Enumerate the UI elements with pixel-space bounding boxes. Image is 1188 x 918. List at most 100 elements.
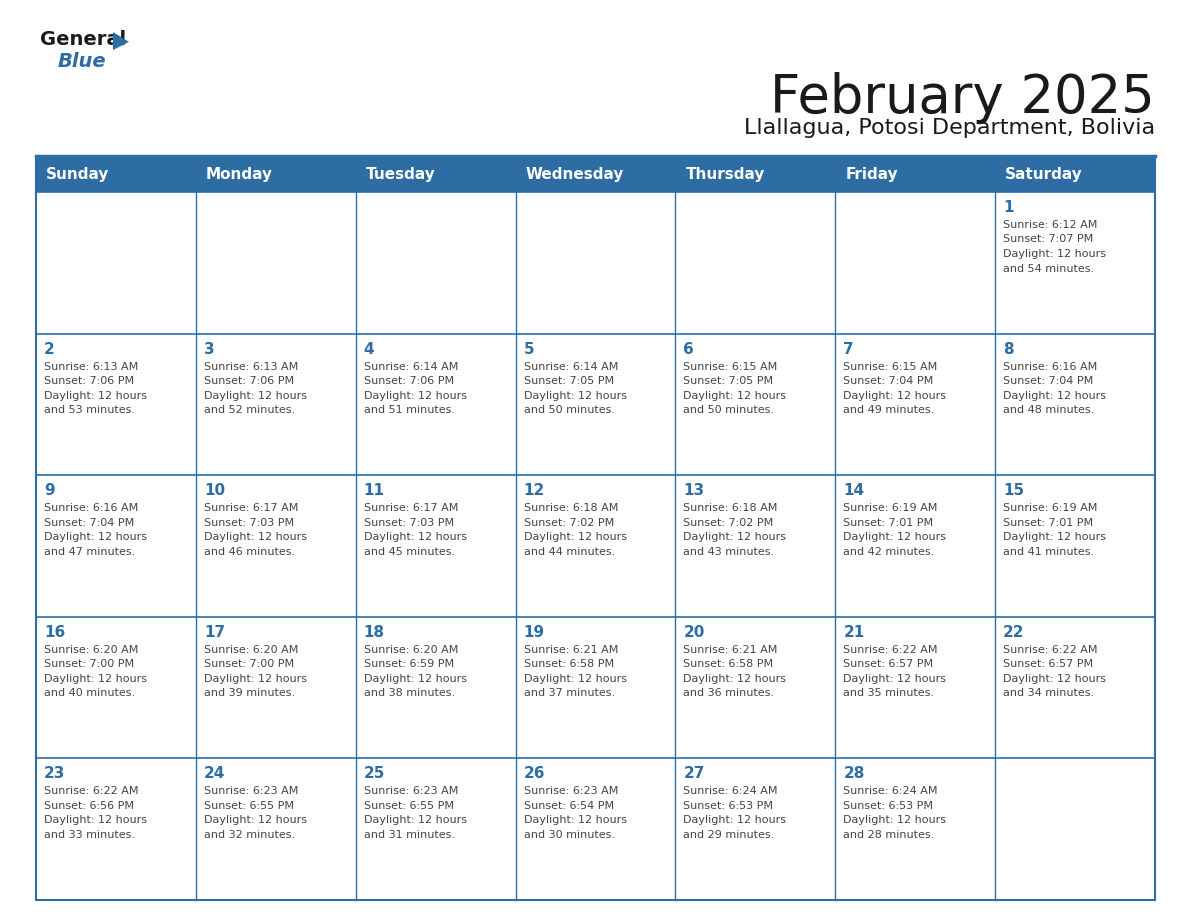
Text: Daylight: 12 hours: Daylight: 12 hours	[524, 674, 626, 684]
Text: Sunrise: 6:24 AM: Sunrise: 6:24 AM	[683, 787, 778, 797]
Text: Sunrise: 6:22 AM: Sunrise: 6:22 AM	[1003, 644, 1098, 655]
Text: Sunrise: 6:15 AM: Sunrise: 6:15 AM	[683, 362, 778, 372]
Text: Daylight: 12 hours: Daylight: 12 hours	[44, 532, 147, 543]
Text: and 53 minutes.: and 53 minutes.	[44, 405, 135, 415]
Text: Sunset: 7:06 PM: Sunset: 7:06 PM	[364, 376, 454, 386]
Text: Sunset: 7:05 PM: Sunset: 7:05 PM	[524, 376, 614, 386]
Text: Daylight: 12 hours: Daylight: 12 hours	[1003, 249, 1106, 259]
Text: 13: 13	[683, 483, 704, 498]
Text: 28: 28	[843, 767, 865, 781]
Text: Sunrise: 6:16 AM: Sunrise: 6:16 AM	[1003, 362, 1098, 372]
Text: Sunset: 7:03 PM: Sunset: 7:03 PM	[204, 518, 293, 528]
Bar	[676, 476, 835, 617]
Text: Daylight: 12 hours: Daylight: 12 hours	[44, 390, 147, 400]
Bar	[355, 617, 516, 758]
Text: Sunset: 6:53 PM: Sunset: 6:53 PM	[683, 800, 773, 811]
Text: Sunset: 7:03 PM: Sunset: 7:03 PM	[364, 518, 454, 528]
Text: Sunrise: 6:21 AM: Sunrise: 6:21 AM	[524, 644, 618, 655]
Text: Daylight: 12 hours: Daylight: 12 hours	[683, 674, 786, 684]
Text: and 46 minutes.: and 46 minutes.	[204, 547, 295, 556]
Text: Daylight: 12 hours: Daylight: 12 hours	[204, 390, 307, 400]
Bar	[835, 333, 996, 476]
Text: Daylight: 12 hours: Daylight: 12 hours	[364, 532, 467, 543]
Text: and 43 minutes.: and 43 minutes.	[683, 547, 775, 556]
Text: 12: 12	[524, 483, 545, 498]
Text: Daylight: 12 hours: Daylight: 12 hours	[204, 532, 307, 543]
Text: and 31 minutes.: and 31 minutes.	[364, 830, 455, 840]
Text: and 33 minutes.: and 33 minutes.	[44, 830, 135, 840]
Text: and 28 minutes.: and 28 minutes.	[843, 830, 935, 840]
Text: Sunset: 6:59 PM: Sunset: 6:59 PM	[364, 659, 454, 669]
Text: Sunset: 7:00 PM: Sunset: 7:00 PM	[204, 659, 293, 669]
Text: Sunrise: 6:12 AM: Sunrise: 6:12 AM	[1003, 220, 1098, 230]
Bar	[516, 192, 676, 333]
Text: Daylight: 12 hours: Daylight: 12 hours	[44, 815, 147, 825]
Text: Sunrise: 6:22 AM: Sunrise: 6:22 AM	[843, 644, 937, 655]
Text: Sunset: 6:58 PM: Sunset: 6:58 PM	[683, 659, 773, 669]
Text: 27: 27	[683, 767, 704, 781]
Text: and 36 minutes.: and 36 minutes.	[683, 688, 775, 699]
Text: 7: 7	[843, 341, 854, 356]
Bar	[996, 758, 1155, 900]
Text: and 45 minutes.: and 45 minutes.	[364, 547, 455, 556]
Text: 5: 5	[524, 341, 535, 356]
Text: 26: 26	[524, 767, 545, 781]
Bar	[196, 333, 355, 476]
Text: Sunrise: 6:23 AM: Sunrise: 6:23 AM	[364, 787, 459, 797]
Text: Daylight: 12 hours: Daylight: 12 hours	[843, 674, 947, 684]
Text: and 40 minutes.: and 40 minutes.	[44, 688, 135, 699]
Text: 21: 21	[843, 625, 865, 640]
Bar	[36, 758, 196, 900]
Bar	[676, 758, 835, 900]
Text: 19: 19	[524, 625, 544, 640]
Bar	[196, 758, 355, 900]
Text: Daylight: 12 hours: Daylight: 12 hours	[1003, 532, 1106, 543]
Text: Sunrise: 6:13 AM: Sunrise: 6:13 AM	[204, 362, 298, 372]
Bar	[676, 192, 835, 333]
Text: Sunrise: 6:24 AM: Sunrise: 6:24 AM	[843, 787, 937, 797]
Text: and 29 minutes.: and 29 minutes.	[683, 830, 775, 840]
Text: 8: 8	[1003, 341, 1013, 356]
Text: Sunrise: 6:21 AM: Sunrise: 6:21 AM	[683, 644, 778, 655]
Text: and 50 minutes.: and 50 minutes.	[683, 405, 775, 415]
Text: and 37 minutes.: and 37 minutes.	[524, 688, 614, 699]
Text: Saturday: Saturday	[1005, 167, 1083, 183]
Text: Tuesday: Tuesday	[366, 167, 436, 183]
Text: Friday: Friday	[846, 167, 898, 183]
Text: Daylight: 12 hours: Daylight: 12 hours	[524, 390, 626, 400]
Text: Sunset: 7:06 PM: Sunset: 7:06 PM	[204, 376, 293, 386]
Bar	[355, 192, 516, 333]
Text: Daylight: 12 hours: Daylight: 12 hours	[204, 815, 307, 825]
Text: and 32 minutes.: and 32 minutes.	[204, 830, 295, 840]
Text: and 41 minutes.: and 41 minutes.	[1003, 547, 1094, 556]
Text: Sunrise: 6:23 AM: Sunrise: 6:23 AM	[524, 787, 618, 797]
Text: Sunrise: 6:20 AM: Sunrise: 6:20 AM	[204, 644, 298, 655]
Text: 6: 6	[683, 341, 694, 356]
Text: Sunset: 6:57 PM: Sunset: 6:57 PM	[1003, 659, 1093, 669]
Bar	[36, 192, 196, 333]
Text: 11: 11	[364, 483, 385, 498]
Text: Sunset: 7:01 PM: Sunset: 7:01 PM	[843, 518, 934, 528]
Text: Daylight: 12 hours: Daylight: 12 hours	[843, 815, 947, 825]
Text: 4: 4	[364, 341, 374, 356]
Text: Sunset: 7:04 PM: Sunset: 7:04 PM	[843, 376, 934, 386]
Text: Sunset: 6:58 PM: Sunset: 6:58 PM	[524, 659, 614, 669]
Bar	[355, 476, 516, 617]
Text: Sunset: 7:02 PM: Sunset: 7:02 PM	[524, 518, 614, 528]
Text: and 52 minutes.: and 52 minutes.	[204, 405, 295, 415]
Text: and 51 minutes.: and 51 minutes.	[364, 405, 455, 415]
Text: Sunrise: 6:19 AM: Sunrise: 6:19 AM	[843, 503, 937, 513]
Text: and 54 minutes.: and 54 minutes.	[1003, 263, 1094, 274]
Text: Blue: Blue	[58, 52, 107, 71]
Text: 15: 15	[1003, 483, 1024, 498]
Text: Sunrise: 6:20 AM: Sunrise: 6:20 AM	[364, 644, 459, 655]
Text: Sunrise: 6:14 AM: Sunrise: 6:14 AM	[524, 362, 618, 372]
Text: Daylight: 12 hours: Daylight: 12 hours	[683, 815, 786, 825]
Bar	[676, 333, 835, 476]
Bar	[835, 617, 996, 758]
Text: and 47 minutes.: and 47 minutes.	[44, 547, 135, 556]
Text: Daylight: 12 hours: Daylight: 12 hours	[683, 532, 786, 543]
Text: Sunset: 7:07 PM: Sunset: 7:07 PM	[1003, 234, 1093, 244]
Text: Daylight: 12 hours: Daylight: 12 hours	[364, 815, 467, 825]
Text: 9: 9	[44, 483, 55, 498]
